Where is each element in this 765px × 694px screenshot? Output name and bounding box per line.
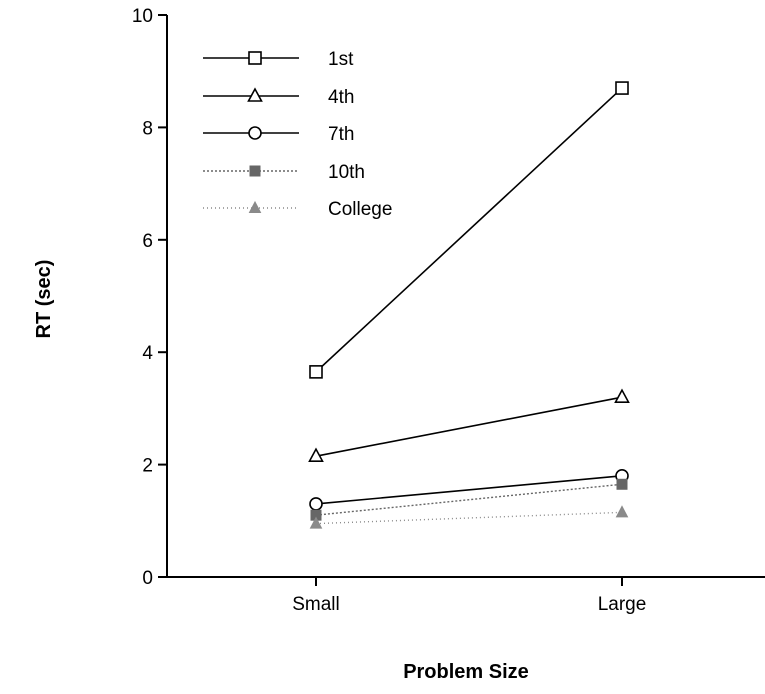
data-point <box>309 497 323 511</box>
legend-label: 10th <box>328 162 365 183</box>
legend-label: 1st <box>328 49 354 70</box>
series-layer <box>308 81 630 529</box>
series-line <box>315 483 623 516</box>
series-4th <box>308 388 630 462</box>
x-axis-title: Problem Size <box>403 661 529 683</box>
legend-item: College <box>203 199 392 220</box>
legend-item: 4th <box>203 87 354 108</box>
legend-label: College <box>328 199 392 220</box>
axes: 0 2 4 6 8 10 Small Large <box>132 6 765 615</box>
legend-item: 10th <box>203 162 365 183</box>
data-point <box>615 81 629 95</box>
legend-marker <box>248 200 262 213</box>
data-point <box>616 478 628 490</box>
data-point <box>615 505 629 518</box>
legend-item: 1st <box>203 49 354 70</box>
legend-item: 7th <box>203 124 354 145</box>
y-tick-label: 0 <box>142 568 153 589</box>
legend-marker <box>248 51 262 65</box>
series-line <box>315 475 623 505</box>
y-axis-title: RT (sec) <box>33 260 55 339</box>
y-tick-label: 6 <box>142 231 153 252</box>
data-point <box>309 365 323 379</box>
y-tick-label: 4 <box>142 343 153 364</box>
data-point <box>309 516 323 529</box>
x-tick-label: Large <box>598 594 647 615</box>
legend-label: 4th <box>328 87 354 108</box>
data-point <box>308 447 324 462</box>
data-point <box>614 388 630 403</box>
series-college <box>309 505 629 529</box>
series-line <box>315 87 623 373</box>
series-line <box>315 396 623 457</box>
x-tick-label: Small <box>292 594 340 615</box>
y-tick-label: 2 <box>142 456 153 477</box>
legend: 1st 4th 7th 10th College <box>203 49 392 220</box>
legend-label: 7th <box>328 124 354 145</box>
legend-marker <box>248 126 262 140</box>
series-line <box>315 511 623 525</box>
y-tick-label: 10 <box>132 6 153 27</box>
series-7th <box>309 469 629 511</box>
series-1st <box>309 81 629 379</box>
legend-marker <box>249 165 261 177</box>
y-tick-label: 8 <box>142 118 153 139</box>
legend-marker <box>247 87 263 102</box>
